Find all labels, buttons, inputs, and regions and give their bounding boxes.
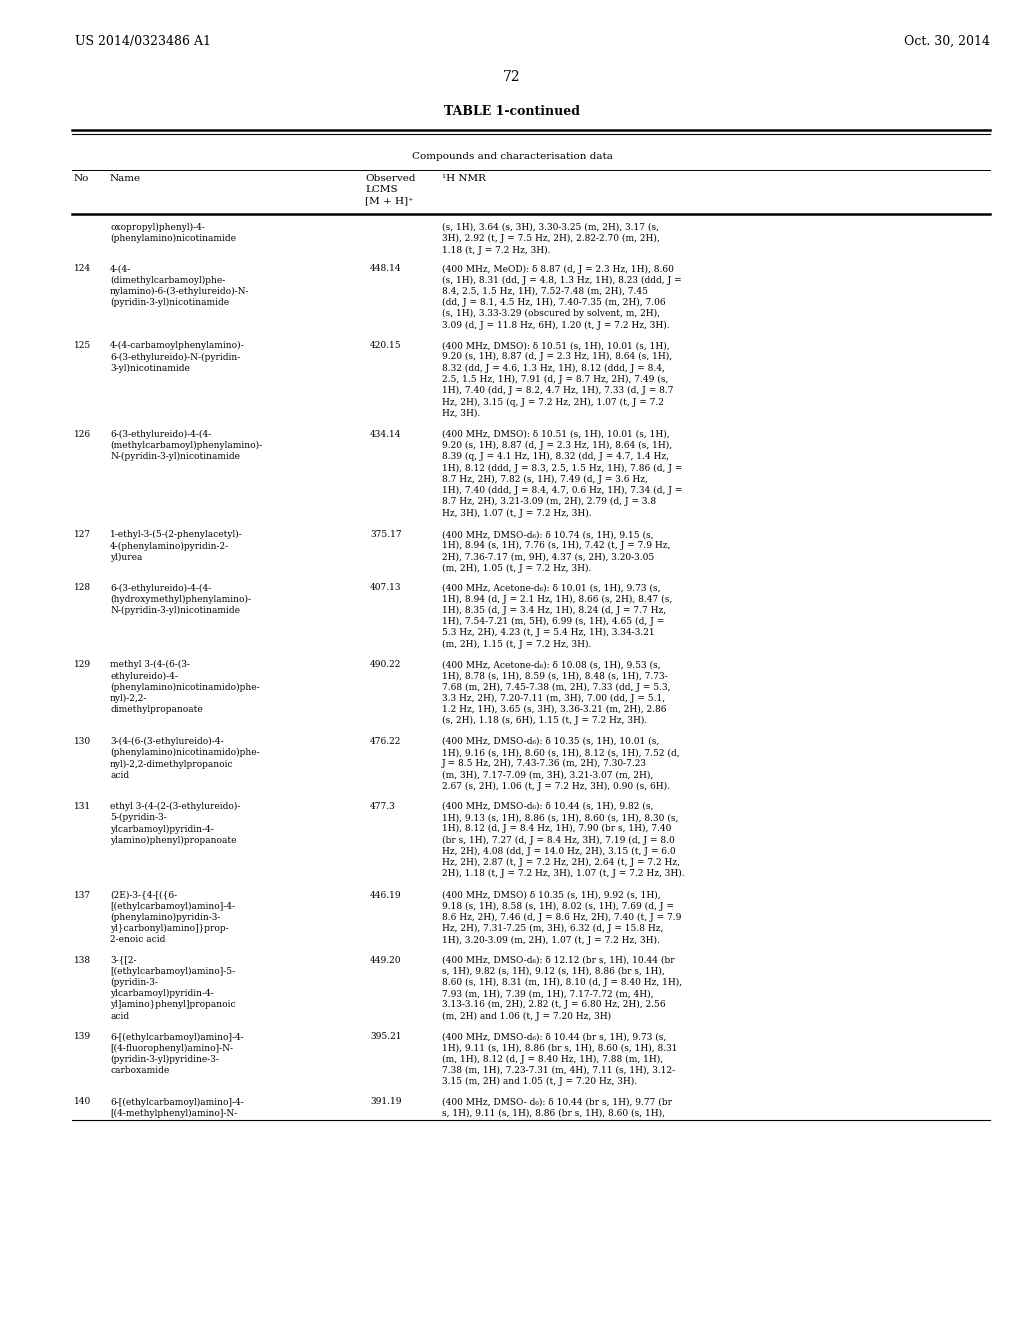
Text: 407.13: 407.13 (370, 583, 401, 593)
Text: 3-(4-(6-(3-ethylureido)-4-
(phenylamino)nicotinamido)phe-
nyl)-2,2-dimethylpropa: 3-(4-(6-(3-ethylureido)-4- (phenylamino)… (110, 737, 260, 780)
Text: oxopropyl)phenyl)-4-
(phenylamino)nicotinamide: oxopropyl)phenyl)-4- (phenylamino)nicoti… (110, 223, 236, 243)
Text: (2E)-3-{4-[({6-
[(ethylcarbamoyl)amino]-4-
(phenylamino)pyridin-3-
yl}carbonyl)a: (2E)-3-{4-[({6- [(ethylcarbamoyl)amino]-… (110, 891, 234, 945)
Text: (400 MHz, DMSO-d₆): δ 10.44 (s, 1H), 9.82 (s,
1H), 9.13 (s, 1H), 8.86 (s, 1H), 8: (400 MHz, DMSO-d₆): δ 10.44 (s, 1H), 9.8… (442, 803, 685, 878)
Text: (400 MHz, DMSO-d₆): δ 10.74 (s, 1H), 9.15 (s,
1H), 8.94 (s, 1H), 7.76 (s, 1H), 7: (400 MHz, DMSO-d₆): δ 10.74 (s, 1H), 9.1… (442, 531, 671, 573)
Text: 6-[(ethylcarbamoyl)amino]-4-
[(4-methylphenyl)amino]-N-: 6-[(ethylcarbamoyl)amino]-4- [(4-methylp… (110, 1097, 244, 1118)
Text: (400 MHz, MeOD): δ 8.87 (d, J = 2.3 Hz, 1H), 8.60
(s, 1H), 8.31 (dd, J = 4.8, 1.: (400 MHz, MeOD): δ 8.87 (d, J = 2.3 Hz, … (442, 264, 682, 330)
Text: 125: 125 (74, 341, 91, 350)
Text: ethyl 3-(4-(2-(3-ethylureido)-
5-(pyridin-3-
ylcarbamoyl)pyridin-4-
ylamino)phen: ethyl 3-(4-(2-(3-ethylureido)- 5-(pyridi… (110, 803, 241, 845)
Text: 130: 130 (74, 737, 91, 746)
Text: 490.22: 490.22 (370, 660, 401, 669)
Text: Compounds and characterisation data: Compounds and characterisation data (412, 152, 612, 161)
Text: 375.17: 375.17 (370, 531, 401, 539)
Text: methyl 3-(4-(6-(3-
ethylureido)-4-
(phenylamino)nicotinamido)phe-
nyl)-2,2-
dime: methyl 3-(4-(6-(3- ethylureido)-4- (phen… (110, 660, 260, 714)
Text: 72: 72 (503, 70, 521, 84)
Text: 476.22: 476.22 (370, 737, 401, 746)
Text: 140: 140 (74, 1097, 91, 1106)
Text: 4-(4-carbamoylphenylamino)-
6-(3-ethylureido)-N-(pyridin-
3-yl)nicotinamide: 4-(4-carbamoylphenylamino)- 6-(3-ethylur… (110, 341, 245, 372)
Text: 138: 138 (74, 956, 91, 965)
Text: 395.21: 395.21 (370, 1032, 401, 1041)
Text: (400 MHz, DMSO): δ 10.51 (s, 1H), 10.01 (s, 1H),
9.20 (s, 1H), 8.87 (d, J = 2.3 : (400 MHz, DMSO): δ 10.51 (s, 1H), 10.01 … (442, 430, 682, 517)
Text: 446.19: 446.19 (370, 891, 401, 900)
Text: 449.20: 449.20 (370, 956, 401, 965)
Text: (s, 1H), 3.64 (s, 3H), 3.30-3.25 (m, 2H), 3.17 (s,
3H), 2.92 (t, J = 7.5 Hz, 2H): (s, 1H), 3.64 (s, 3H), 3.30-3.25 (m, 2H)… (442, 223, 659, 255)
Text: 434.14: 434.14 (370, 430, 401, 438)
Text: 6-(3-ethylureido)-4-(4-
(hydroxymethyl)phenylamino)-
N-(pyridin-3-yl)nicotinamid: 6-(3-ethylureido)-4-(4- (hydroxymethyl)p… (110, 583, 251, 615)
Text: (400 MHz, DMSO): δ 10.51 (s, 1H), 10.01 (s, 1H),
9.20 (s, 1H), 8.87 (d, J = 2.3 : (400 MHz, DMSO): δ 10.51 (s, 1H), 10.01 … (442, 341, 674, 417)
Text: 6-[(ethylcarbamoyl)amino]-4-
[(4-fluorophenyl)amino]-N-
(pyridin-3-yl)pyridine-3: 6-[(ethylcarbamoyl)amino]-4- [(4-fluorop… (110, 1032, 244, 1076)
Text: 139: 139 (74, 1032, 91, 1041)
Text: Oct. 30, 2014: Oct. 30, 2014 (904, 36, 990, 48)
Text: (400 MHz, Acetone-d₆): δ 10.08 (s, 1H), 9.53 (s,
1H), 8.78 (s, 1H), 8.59 (s, 1H): (400 MHz, Acetone-d₆): δ 10.08 (s, 1H), … (442, 660, 671, 725)
Text: 137: 137 (74, 891, 91, 900)
Text: (400 MHz, DMSO- d₆): δ 10.44 (br s, 1H), 9.77 (br
s, 1H), 9.11 (s, 1H), 8.86 (br: (400 MHz, DMSO- d₆): δ 10.44 (br s, 1H),… (442, 1097, 672, 1118)
Text: 128: 128 (74, 583, 91, 593)
Text: (400 MHz, DMSO-d₆): δ 10.44 (br s, 1H), 9.73 (s,
1H), 9.11 (s, 1H), 8.86 (br s, : (400 MHz, DMSO-d₆): δ 10.44 (br s, 1H), … (442, 1032, 678, 1086)
Text: 131: 131 (74, 803, 91, 810)
Text: 420.15: 420.15 (370, 341, 401, 350)
Text: 6-(3-ethylureido)-4-(4-
(methylcarbamoyl)phenylamino)-
N-(pyridin-3-yl)nicotinam: 6-(3-ethylureido)-4-(4- (methylcarbamoyl… (110, 430, 262, 462)
Text: Observed
LCMS
[M + H]⁺: Observed LCMS [M + H]⁺ (365, 174, 416, 205)
Text: 127: 127 (74, 531, 91, 539)
Text: (400 MHz, DMSO) δ 10.35 (s, 1H), 9.92 (s, 1H),
9.18 (s, 1H), 8.58 (s, 1H), 8.02 : (400 MHz, DMSO) δ 10.35 (s, 1H), 9.92 (s… (442, 891, 681, 945)
Text: 448.14: 448.14 (370, 264, 401, 273)
Text: 391.19: 391.19 (370, 1097, 401, 1106)
Text: (400 MHz, DMSO-d₆): δ 10.35 (s, 1H), 10.01 (s,
1H), 9.16 (s, 1H), 8.60 (s, 1H), : (400 MHz, DMSO-d₆): δ 10.35 (s, 1H), 10.… (442, 737, 680, 791)
Text: 477.3: 477.3 (370, 803, 395, 810)
Text: No: No (74, 174, 89, 183)
Text: 3-{[2-
[(ethylcarbamoyl)amino]-5-
(pyridin-3-
ylcarbamoyl)pyridin-4-
yl]amino}ph: 3-{[2- [(ethylcarbamoyl)amino]-5- (pyrid… (110, 956, 236, 1020)
Text: 129: 129 (74, 660, 91, 669)
Text: US 2014/0323486 A1: US 2014/0323486 A1 (75, 36, 211, 48)
Text: 1-ethyl-3-(5-(2-phenylacetyl)-
4-(phenylamino)pyridin-2-
yl)urea: 1-ethyl-3-(5-(2-phenylacetyl)- 4-(phenyl… (110, 531, 243, 562)
Text: 126: 126 (74, 430, 91, 438)
Text: (400 MHz, DMSO-d₆): δ 12.12 (br s, 1H), 10.44 (br
s, 1H), 9.82 (s, 1H), 9.12 (s,: (400 MHz, DMSO-d₆): δ 12.12 (br s, 1H), … (442, 956, 682, 1020)
Text: TABLE 1-continued: TABLE 1-continued (444, 106, 580, 117)
Text: Name: Name (110, 174, 141, 183)
Text: (400 MHz, Acetone-d₆): δ 10.01 (s, 1H), 9.73 (s,
1H), 8.94 (d, J = 2.1 Hz, 1H), : (400 MHz, Acetone-d₆): δ 10.01 (s, 1H), … (442, 583, 672, 648)
Text: 124: 124 (74, 264, 91, 273)
Text: 4-(4-
(dimethylcarbamoyl)phe-
nylamino)-6-(3-ethylureido)-N-
(pyridin-3-yl)nicot: 4-(4- (dimethylcarbamoyl)phe- nylamino)-… (110, 264, 250, 308)
Text: ¹H NMR: ¹H NMR (442, 174, 485, 183)
